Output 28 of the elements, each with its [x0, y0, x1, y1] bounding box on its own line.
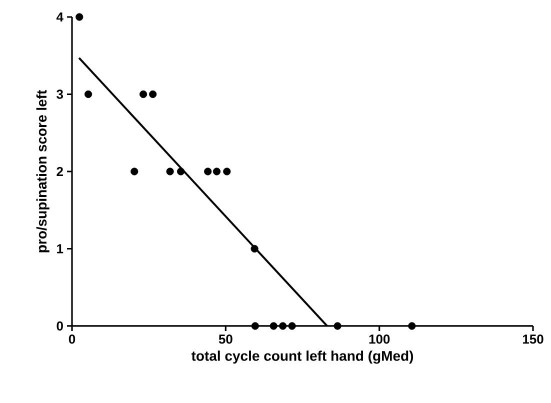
point [250, 244, 258, 253]
x-tick-label: 150 [522, 334, 544, 344]
y-tick-label: 1 [57, 244, 64, 254]
point [149, 90, 157, 98]
point [279, 322, 287, 330]
point [130, 168, 138, 176]
point [270, 322, 278, 330]
y-tick-label: 3 [56, 90, 64, 99]
point [334, 322, 342, 330]
point [177, 168, 185, 176]
point [84, 90, 92, 98]
y-tick-label: 4 [56, 12, 64, 22]
point [140, 90, 148, 98]
y-axis-title: pro/supination score left [36, 90, 50, 252]
point [166, 168, 174, 176]
x-tick-label: 50 [218, 334, 232, 344]
point [212, 168, 221, 176]
y-tick-label: 0 [56, 321, 63, 331]
point [204, 168, 212, 176]
point [76, 13, 84, 21]
y-tick-label: 2 [56, 166, 63, 176]
x-tick-label: 100 [369, 334, 390, 344]
point [408, 322, 416, 330]
point [223, 168, 231, 176]
point [251, 322, 259, 330]
x-axis-title: total cycle count left hand (gMed) [191, 350, 414, 364]
x-tick-label: 0 [68, 334, 76, 344]
point [288, 322, 296, 330]
